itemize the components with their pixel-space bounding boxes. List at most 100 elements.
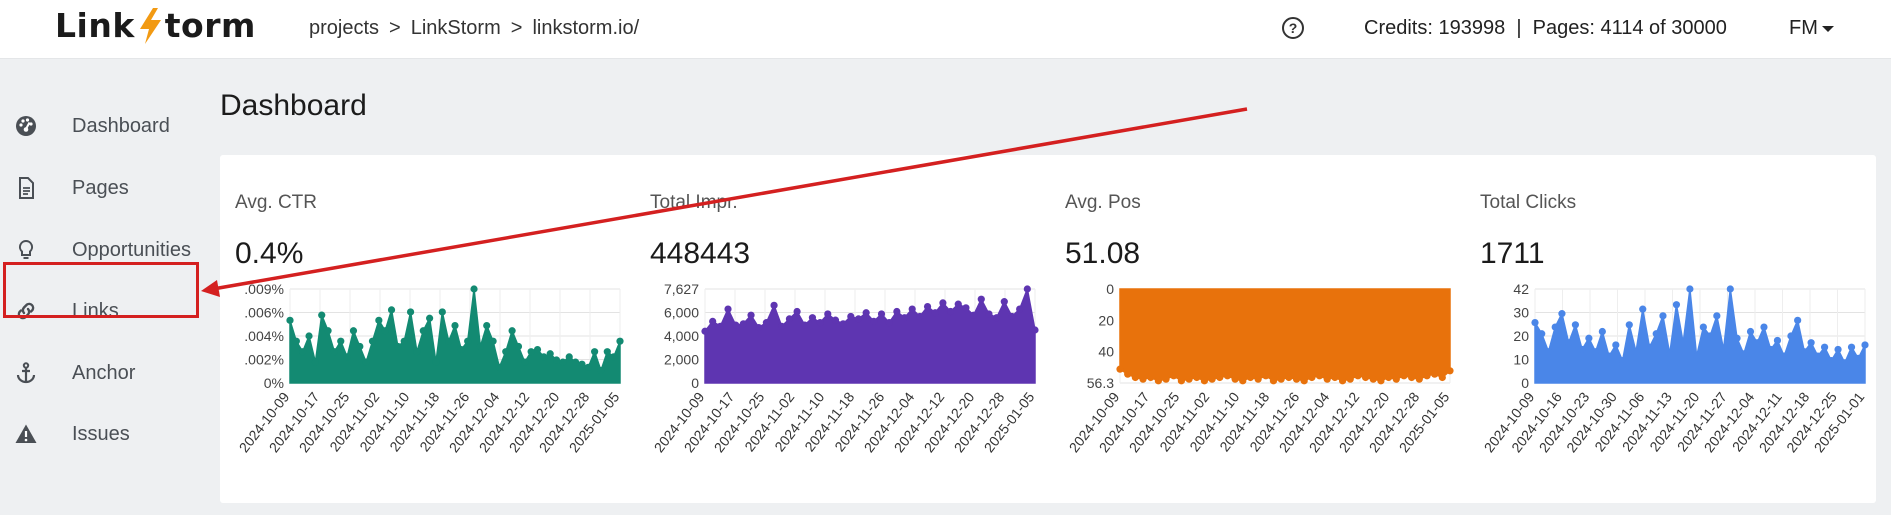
- data-point[interactable]: [1854, 354, 1862, 362]
- data-point[interactable]: [597, 366, 605, 375]
- data-point[interactable]: [330, 348, 339, 356]
- data-point[interactable]: [527, 348, 535, 356]
- data-point[interactable]: [1618, 357, 1627, 365]
- data-point[interactable]: [603, 348, 611, 356]
- data-point[interactable]: [724, 305, 732, 313]
- data-point[interactable]: [854, 315, 863, 323]
- data-point[interactable]: [1385, 373, 1393, 382]
- data-point[interactable]: [1820, 343, 1829, 351]
- data-point[interactable]: [616, 337, 624, 345]
- data-point[interactable]: [1369, 375, 1377, 383]
- question-circle-icon[interactable]: ?: [1282, 17, 1304, 39]
- data-point[interactable]: [1686, 285, 1694, 293]
- data-point[interactable]: [1177, 377, 1185, 385]
- total-clicks-chart[interactable]: 0102030422024-10-092024-10-162024-10-232…: [1465, 275, 1880, 503]
- data-point[interactable]: [1625, 321, 1633, 329]
- data-point[interactable]: [916, 312, 924, 321]
- data-point[interactable]: [1666, 350, 1674, 358]
- data-point[interactable]: [962, 304, 970, 312]
- data-point[interactable]: [419, 327, 427, 335]
- data-point[interactable]: [1753, 339, 1761, 347]
- data-point[interactable]: [970, 311, 978, 319]
- data-point[interactable]: [1659, 312, 1667, 320]
- data-point[interactable]: [1323, 375, 1331, 383]
- data-point[interactable]: [1208, 375, 1216, 383]
- data-point[interactable]: [406, 308, 415, 316]
- data-point[interactable]: [1807, 339, 1815, 347]
- data-point[interactable]: [1300, 377, 1308, 385]
- data-point[interactable]: [993, 314, 1001, 322]
- data-point[interactable]: [1254, 375, 1262, 383]
- data-point[interactable]: [1780, 352, 1788, 360]
- data-point[interactable]: [893, 307, 901, 316]
- data-point[interactable]: [1760, 323, 1768, 331]
- data-point[interactable]: [591, 348, 599, 356]
- data-point[interactable]: [977, 295, 985, 303]
- data-point[interactable]: [1346, 375, 1354, 383]
- data-point[interactable]: [1538, 330, 1546, 338]
- data-point[interactable]: [292, 337, 300, 345]
- data-point[interactable]: [1292, 375, 1301, 383]
- data-point[interactable]: [305, 332, 313, 340]
- data-point[interactable]: [1131, 373, 1139, 382]
- sidebar-item-issues[interactable]: Issues: [14, 414, 130, 454]
- data-point[interactable]: [908, 305, 916, 313]
- data-point[interactable]: [438, 308, 446, 316]
- data-point[interactable]: [1544, 348, 1553, 356]
- data-point[interactable]: [1361, 373, 1370, 382]
- data-point[interactable]: [502, 348, 510, 356]
- data-point[interactable]: [368, 337, 377, 345]
- data-point[interactable]: [1558, 310, 1566, 318]
- data-point[interactable]: [1706, 332, 1714, 340]
- data-point[interactable]: [1392, 375, 1400, 383]
- data-point[interactable]: [739, 320, 747, 328]
- data-point[interactable]: [1571, 321, 1580, 329]
- data-point[interactable]: [824, 310, 832, 318]
- data-point[interactable]: [1578, 345, 1586, 354]
- data-point[interactable]: [1124, 370, 1132, 378]
- data-point[interactable]: [785, 315, 794, 323]
- data-point[interactable]: [476, 342, 484, 351]
- data-point[interactable]: [394, 342, 402, 351]
- data-point[interactable]: [716, 322, 724, 330]
- data-point[interactable]: [451, 321, 459, 330]
- data-point[interactable]: [495, 363, 504, 371]
- data-point[interactable]: [1827, 357, 1835, 365]
- breadcrumb-projects[interactable]: projects: [309, 17, 380, 39]
- data-point[interactable]: [1415, 375, 1423, 383]
- data-point[interactable]: [552, 356, 561, 364]
- data-point[interactable]: [318, 311, 326, 319]
- data-point[interactable]: [1000, 298, 1008, 306]
- data-point[interactable]: [362, 358, 370, 366]
- breadcrumb-site[interactable]: linkstorm.io/: [532, 17, 640, 39]
- data-point[interactable]: [533, 345, 542, 354]
- sidebar-item-dashboard[interactable]: Dashboard: [14, 106, 170, 146]
- data-point[interactable]: [1285, 373, 1293, 382]
- data-point[interactable]: [546, 350, 554, 358]
- data-point[interactable]: [445, 337, 453, 345]
- data-point[interactable]: [1719, 345, 1728, 354]
- data-point[interactable]: [1679, 339, 1687, 347]
- data-point[interactable]: [381, 327, 389, 335]
- data-point[interactable]: [343, 353, 351, 361]
- data-point[interactable]: [1400, 372, 1408, 380]
- data-point[interactable]: [1008, 312, 1016, 321]
- data-point[interactable]: [862, 309, 870, 317]
- data-point[interactable]: [1794, 316, 1802, 324]
- data-point[interactable]: [1713, 312, 1721, 320]
- data-point[interactable]: [1031, 326, 1039, 334]
- data-point[interactable]: [755, 323, 763, 332]
- breadcrumb-project[interactable]: LinkStorm: [410, 17, 501, 39]
- data-point[interactable]: [565, 353, 573, 361]
- data-point[interactable]: [483, 321, 491, 330]
- data-point[interactable]: [1277, 375, 1285, 383]
- data-point[interactable]: [508, 327, 516, 335]
- data-point[interactable]: [1354, 372, 1362, 380]
- data-point[interactable]: [1740, 350, 1748, 358]
- data-point[interactable]: [801, 321, 809, 329]
- data-point[interactable]: [1246, 373, 1255, 382]
- data-point[interactable]: [885, 319, 893, 327]
- data-point[interactable]: [1847, 343, 1856, 351]
- data-point[interactable]: [1308, 373, 1316, 382]
- data-point[interactable]: [1116, 365, 1124, 373]
